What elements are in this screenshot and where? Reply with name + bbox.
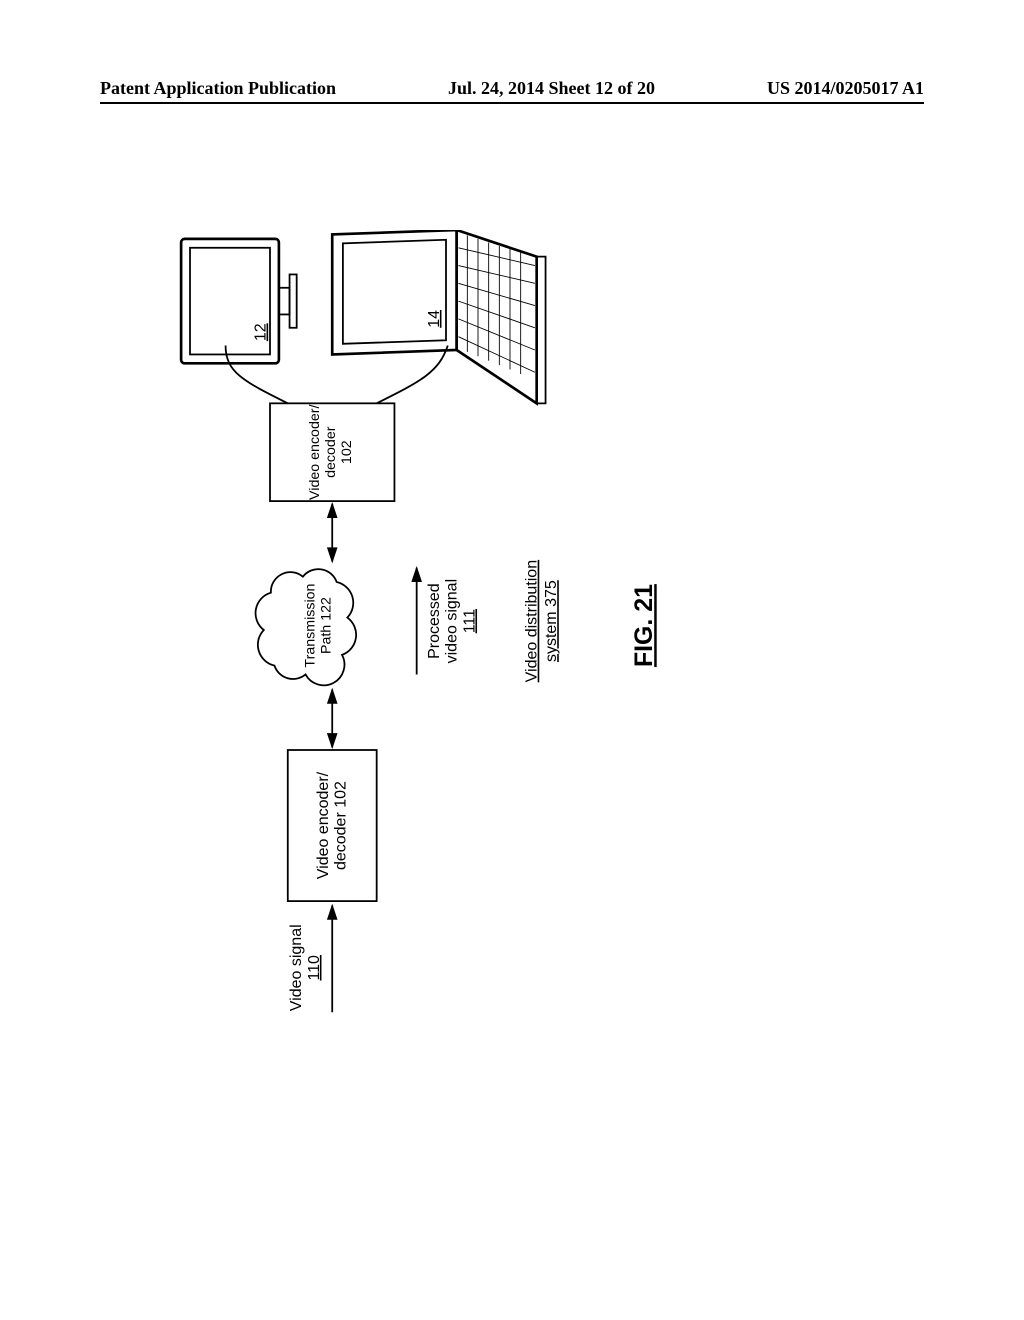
cloud-group: Transmission Path 122: [256, 569, 357, 685]
monitor-base: [290, 274, 297, 327]
video-signal-label1: Video signal: [288, 924, 305, 1011]
encoder1-group: Video encoder/ decoder 102: [288, 750, 377, 901]
diagram-svg: Video signal 110 Video encoder/ decoder …: [60, 230, 960, 1030]
monitor-neck: [279, 288, 290, 315]
header-rule: [100, 102, 924, 104]
figure-label: FIG. 21: [630, 584, 658, 667]
processed-line1: Processed: [426, 583, 443, 659]
header-right: US 2014/0205017 A1: [767, 78, 924, 99]
cable-to-laptop: [377, 346, 448, 404]
encoder2-line1: Video encoder/: [307, 404, 323, 499]
encoder1-line2: decoder 102: [333, 781, 350, 870]
system-line2: system 375: [543, 580, 560, 662]
encoder2-group: Video encoder/ decoder 102: [270, 403, 394, 501]
encoder2-line2: decoder: [323, 426, 339, 478]
encoder2-line3: 102: [339, 440, 355, 464]
header-left: Patent Application Publication: [100, 78, 336, 99]
system-line1: Video distribution: [524, 560, 541, 682]
laptop-group: 14: [332, 230, 545, 403]
processed-line2: video signal: [444, 579, 461, 664]
laptop-ref: 14: [426, 310, 443, 328]
monitor-group: 12: [181, 239, 297, 363]
processed-line3: 111: [461, 609, 478, 633]
monitor-ref: 12: [253, 323, 270, 341]
diagram-container: Video signal 110 Video encoder/ decoder …: [60, 230, 960, 1030]
laptop-base: [457, 230, 537, 403]
video-signal-group: Video signal 110: [288, 906, 332, 1013]
encoder1-line1: Video encoder/: [315, 771, 332, 879]
laptop-lid: [332, 230, 456, 354]
processed-signal-group: Processed video signal 111: [417, 568, 479, 675]
cloud-line1: Transmission: [302, 584, 318, 668]
monitor-bezel: [181, 239, 279, 363]
system-label-group: Video distribution system 375: [524, 560, 561, 682]
header-center: Jul. 24, 2014 Sheet 12 of 20: [448, 78, 655, 99]
cloud-line2: Path 122: [318, 597, 334, 654]
video-signal-label2: 110: [306, 955, 323, 981]
page-header: Patent Application Publication Jul. 24, …: [100, 78, 924, 99]
